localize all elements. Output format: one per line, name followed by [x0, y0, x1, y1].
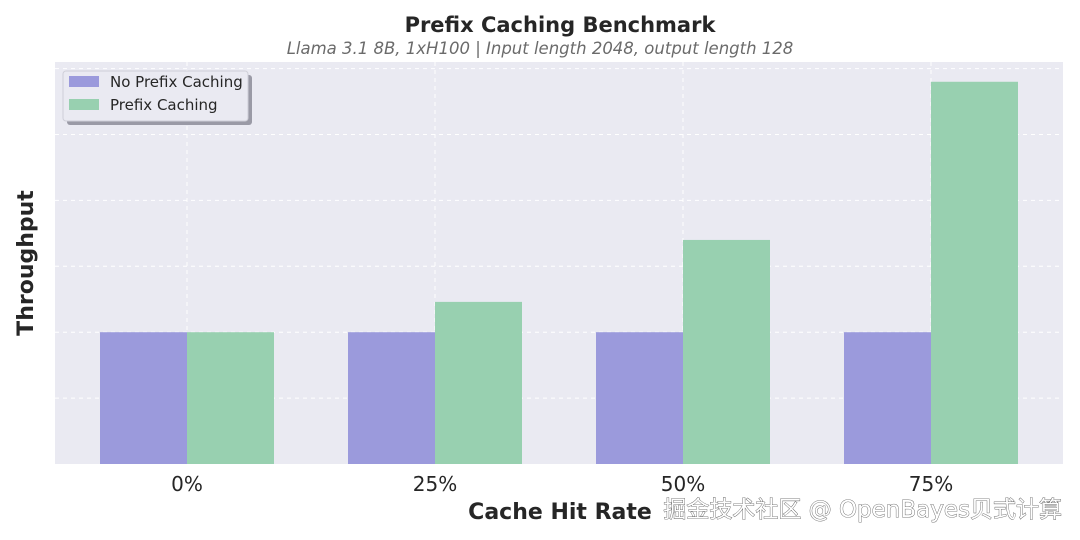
chart-subtitle: Llama 3.1 8B, 1xH100 | Input length 2048…: [287, 39, 794, 58]
y-axis-label: Throughput: [14, 190, 39, 336]
bar-prefix-caching-0pct: [187, 332, 274, 464]
bars: [100, 81, 1018, 464]
bar-prefix-caching-50pct: [683, 239, 770, 464]
x-tick-label: 0%: [171, 472, 203, 496]
watermark: 掘金技术社区 @ OpenBayes贝式计算: [663, 497, 1062, 523]
x-tick-label: 75%: [909, 472, 953, 496]
bar-prefix-caching-75pct: [931, 81, 1018, 464]
x-tick-labels: 0% 25% 50% 75%: [171, 472, 953, 496]
bar-no-prefix-caching-75pct: [844, 332, 931, 464]
legend-box: [62, 70, 249, 122]
bar-no-prefix-caching-50pct: [596, 332, 683, 464]
legend-label-prefix-caching: Prefix Caching: [110, 96, 218, 114]
legend: No Prefix Caching Prefix Caching: [62, 70, 252, 125]
bar-no-prefix-caching-0pct: [100, 332, 187, 464]
legend-swatch-no-prefix-caching: [69, 76, 99, 87]
chart-title: Prefix Caching Benchmark: [405, 13, 717, 37]
legend-label-no-prefix-caching: No Prefix Caching: [110, 73, 243, 91]
x-tick-label: 25%: [413, 472, 457, 496]
bar-prefix-caching-25pct: [435, 301, 522, 464]
x-axis-label: Cache Hit Rate: [468, 500, 652, 525]
legend-swatch-prefix-caching: [69, 99, 99, 110]
x-tick-label: 50%: [661, 472, 705, 496]
bar-no-prefix-caching-25pct: [348, 332, 435, 464]
